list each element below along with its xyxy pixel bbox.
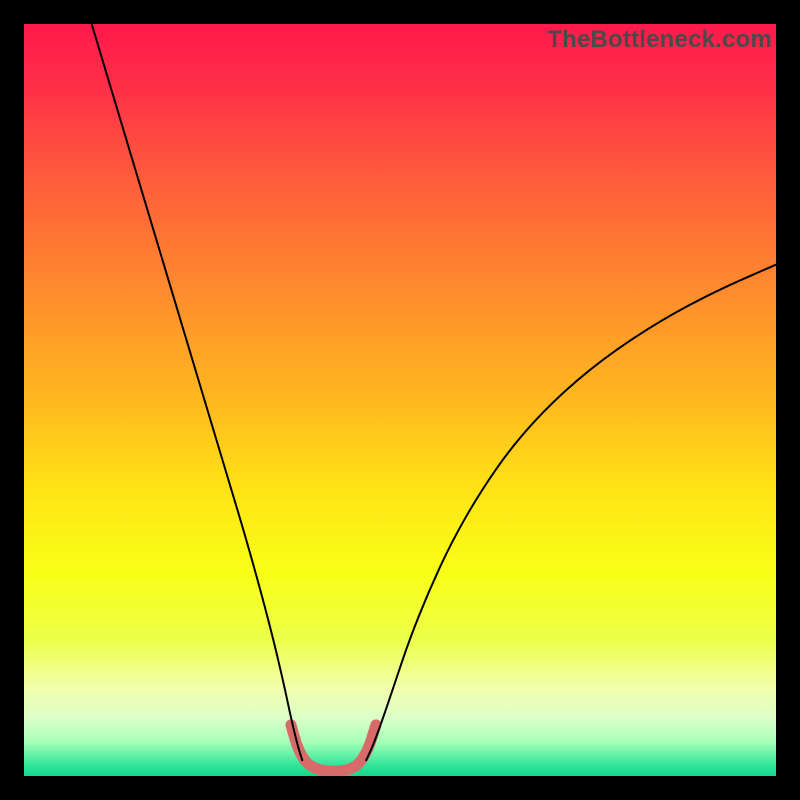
curves-layer xyxy=(24,24,776,776)
curve-left xyxy=(92,24,303,760)
curve-right xyxy=(366,265,776,761)
watermark-text: TheBottleneck.com xyxy=(547,26,772,54)
plot-area: TheBottleneck.com xyxy=(24,24,776,776)
chart-frame: TheBottleneck.com xyxy=(0,0,800,800)
bottom-marker xyxy=(291,725,376,771)
